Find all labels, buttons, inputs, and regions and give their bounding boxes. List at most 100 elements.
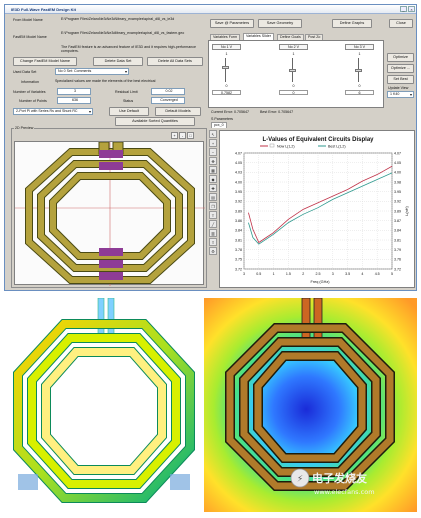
status-field: Converged bbox=[151, 97, 185, 104]
line-icon[interactable]: ╱ bbox=[209, 220, 217, 228]
y-tick-label-left: 3.72 bbox=[235, 267, 242, 271]
tab-post-zo[interactable]: Post Zo bbox=[305, 34, 324, 40]
default-models-button[interactable]: Default Models bbox=[155, 107, 201, 116]
y-axis-label: L(nH) bbox=[405, 206, 409, 216]
zoom-in-icon[interactable]: + bbox=[171, 132, 178, 139]
y-tick-label-left: 4.03 bbox=[235, 171, 242, 175]
y-tick-label-left: 3.86 bbox=[235, 219, 242, 223]
delete-data-set-button[interactable]: Delete Data Set bbox=[93, 57, 143, 66]
zoom-out-icon[interactable]: - bbox=[179, 132, 186, 139]
information-value: Specialized values are made the elements… bbox=[55, 79, 156, 83]
optimize-more-button[interactable]: Optimize ... bbox=[387, 64, 414, 73]
optimize-button[interactable]: Optimize bbox=[387, 53, 414, 62]
slider-track[interactable] bbox=[225, 58, 226, 82]
x-tick-label: 4.5 bbox=[375, 272, 380, 276]
x-tick-label: 5 bbox=[391, 272, 393, 276]
slider-thumb[interactable] bbox=[355, 68, 362, 72]
zoom-fit-icon[interactable]: □ bbox=[187, 132, 194, 139]
arrow-icon[interactable]: ↖ bbox=[209, 130, 217, 138]
residual-limit-field[interactable]: 0.02 bbox=[151, 88, 185, 95]
x-axis-label: Freq (GHz) bbox=[311, 280, 331, 284]
save-geometry-button[interactable]: Save Geometry bbox=[258, 19, 302, 28]
field-distribution-plot: ⚡ 电子发烧友 www.elecfans.com bbox=[204, 298, 417, 512]
available-quantities-button[interactable]: Available Sorted Quantities bbox=[115, 117, 195, 126]
x-tick-label: 3.5 bbox=[345, 272, 350, 276]
tab-variables-form[interactable]: Variables Form bbox=[210, 34, 241, 40]
l-values-chart: L-Values of Equivalent Circuits Display … bbox=[235, 137, 409, 284]
best-error: Best Error: 0.705647 bbox=[260, 110, 294, 114]
y-tick-label-left: 3.95 bbox=[235, 190, 242, 194]
y-tick-label-left: 3.92 bbox=[235, 200, 242, 204]
print-icon[interactable]: ▤ bbox=[209, 193, 217, 201]
settings-icon[interactable]: ⚙ bbox=[209, 247, 217, 255]
update-view-select[interactable]: 1 K40 bbox=[387, 91, 414, 98]
pan-icon[interactable]: ✥ bbox=[209, 157, 217, 165]
slider-value-field[interactable]: 6 bbox=[345, 90, 374, 95]
minimize-icon[interactable]: _ bbox=[400, 6, 407, 12]
s-parameters-label: S Parameters bbox=[211, 117, 233, 121]
svg-text:⚡: ⚡ bbox=[297, 475, 303, 485]
copy-icon[interactable]: ❐ bbox=[209, 202, 217, 210]
change-fastem-model-button[interactable]: Change FastEM Model Name bbox=[13, 57, 77, 66]
preview-group bbox=[11, 128, 207, 288]
watermark: ⚡ 电子发烧友 www.elecfans.com bbox=[290, 468, 375, 496]
close-icon[interactable]: × bbox=[408, 6, 415, 12]
zoom-out-icon[interactable]: − bbox=[209, 148, 217, 156]
set-best-button[interactable]: Set Best bbox=[387, 75, 414, 84]
tab-pcx[interactable]: pcx_0 bbox=[211, 122, 227, 128]
y-tick-label-right: 3.95 bbox=[394, 190, 401, 194]
from-model-label: From Model Name bbox=[13, 18, 43, 22]
slider-thumb[interactable] bbox=[289, 68, 296, 72]
design-kit-window: IE3D Full-Wave FastEM Design Kit _ × Fro… bbox=[4, 4, 417, 291]
y-tick-label-left: 4.00 bbox=[235, 180, 242, 184]
marker-icon[interactable]: ◆ bbox=[209, 175, 217, 183]
text-icon[interactable]: T bbox=[209, 211, 217, 219]
use-default-button[interactable]: Use Default bbox=[109, 107, 149, 116]
chart-icon[interactable]: ▥ bbox=[209, 229, 217, 237]
y-tick-label-right: 3.89 bbox=[394, 209, 401, 213]
y-tick-label-right: 3.92 bbox=[394, 200, 401, 204]
slider-name: No 2 V bbox=[279, 44, 308, 50]
slider-value-field[interactable]: 0.7582 bbox=[212, 90, 241, 95]
tab-define-goals[interactable]: Define Goals bbox=[277, 34, 304, 40]
y-tick-label-right: 4.07 bbox=[394, 151, 401, 155]
slider-max: 1 bbox=[292, 52, 295, 56]
zoom-in-icon[interactable]: + bbox=[209, 139, 217, 147]
cursor-icon[interactable]: ✚ bbox=[209, 184, 217, 192]
y-tick-label-left: 3.84 bbox=[235, 229, 242, 233]
tab-variables-slider[interactable]: Variables Slider bbox=[243, 33, 274, 40]
num-points-field[interactable]: 636 bbox=[57, 97, 91, 104]
slider-value-field[interactable]: 0 bbox=[279, 90, 308, 95]
used-data-set-select[interactable]: No 0 Set: Comments bbox=[55, 68, 129, 75]
close-button[interactable]: Close bbox=[389, 19, 413, 28]
field-distribution-image: ⚡ 电子发烧友 www.elecfans.com bbox=[204, 298, 417, 512]
x-tick-label: 1 bbox=[273, 272, 275, 276]
save-parameters-button[interactable]: Save @ Parameters bbox=[210, 19, 254, 28]
num-variables-field[interactable]: 3 bbox=[57, 88, 91, 95]
slider-name: No 1 V bbox=[212, 44, 241, 50]
port-model-select[interactable]: 2-Port Pi with Series Rs and Shunt RC bbox=[13, 108, 93, 115]
series-line-now bbox=[248, 165, 393, 244]
spiral-inductor-layout bbox=[15, 141, 205, 286]
slider-min: 0 bbox=[292, 84, 295, 88]
y-tick-label-right: 3.76 bbox=[394, 258, 401, 262]
fastem-model-value: E:\Program Files\Zeland\ie3d\ie3dlibrary… bbox=[61, 31, 185, 35]
slider-min: 0 bbox=[225, 84, 228, 88]
current-distribution-image bbox=[4, 298, 200, 512]
export-icon[interactable]: ⇪ bbox=[209, 238, 217, 246]
from-model-value: E:\Program Files\Zeland\ie3d\ie3d\librar… bbox=[61, 17, 175, 21]
num-variables-label: Number of Variables bbox=[13, 90, 46, 94]
y-tick-label-right: 3.84 bbox=[394, 229, 401, 233]
slider-min: 0 bbox=[358, 84, 361, 88]
x-tick-label: 4 bbox=[361, 272, 363, 276]
grid-icon[interactable]: ▦ bbox=[209, 166, 217, 174]
slider-thumb[interactable] bbox=[222, 65, 229, 69]
used-data-set-label: Used Data Set bbox=[13, 70, 37, 74]
title-bar: IE3D Full-Wave FastEM Design Kit _ × bbox=[5, 5, 416, 14]
define-graphs-button[interactable]: Define Graphs bbox=[332, 19, 372, 28]
x-tick-label: 3 bbox=[243, 272, 245, 276]
delete-all-data-sets-button[interactable]: Delete All Data Sets bbox=[147, 57, 203, 66]
layout-preview-canvas[interactable] bbox=[14, 141, 205, 286]
y-tick-label-right: 3.81 bbox=[394, 238, 401, 242]
x-tick-label: 3 bbox=[332, 272, 334, 276]
